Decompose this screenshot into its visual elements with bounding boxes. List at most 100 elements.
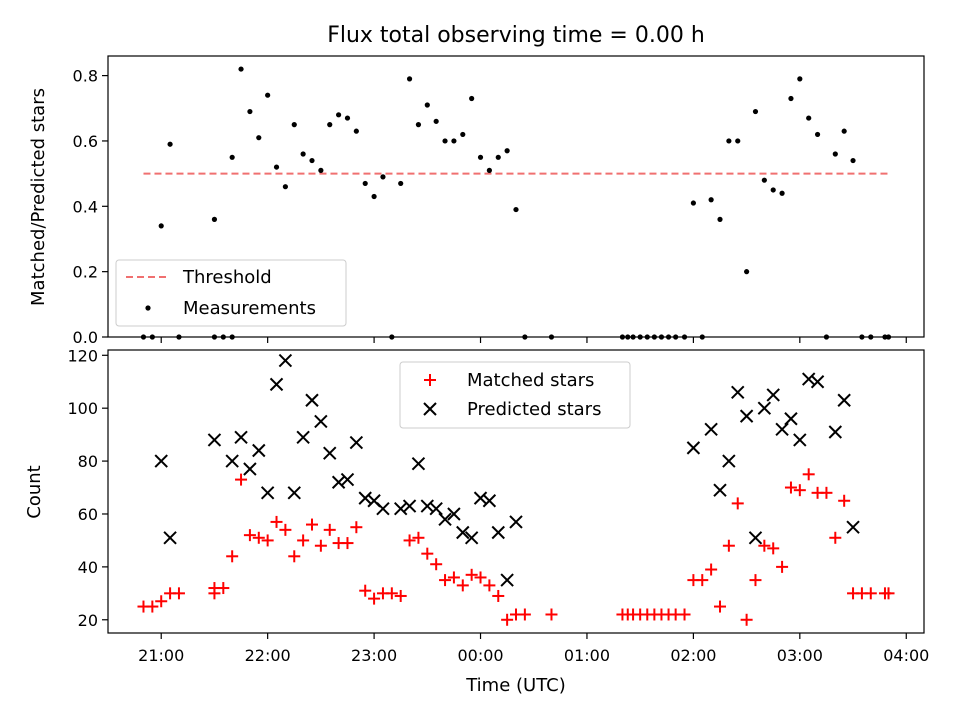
measurement-point [336, 112, 342, 118]
predicted-star-point [810, 375, 825, 389]
matched-star-point [270, 515, 283, 528]
measurement-point [238, 66, 244, 72]
measurement-point [229, 334, 235, 340]
matched-star-point [412, 531, 425, 544]
measurement-point [868, 334, 874, 340]
x-tick-label: 01:00 [564, 646, 610, 665]
matched-star-point [829, 531, 842, 544]
matched-star-point [279, 523, 292, 536]
measurement-point [823, 334, 830, 340]
measurement-point [699, 334, 705, 340]
bottom-y-tick-label: 20 [78, 611, 98, 630]
predicted-star-point [207, 433, 222, 447]
matched-star-point [252, 531, 265, 544]
matched-star-point [155, 595, 168, 608]
measurement-point [486, 167, 492, 173]
measurement-point [814, 131, 821, 138]
measurement-point [885, 334, 892, 340]
matched-star-point [518, 608, 531, 621]
predicted-star-point [402, 499, 417, 513]
measurement-point [318, 167, 324, 173]
matched-star-point [359, 584, 372, 597]
measurement-point [637, 334, 643, 340]
predicted-star-point [234, 430, 248, 444]
bottom-panel: 20 40 60 80 100 120 21:00 22:00 23:00 00:00 01:00… [24, 346, 929, 696]
matched-star-point [172, 587, 185, 600]
measurement-point [433, 118, 439, 124]
measurement-point [149, 334, 155, 340]
measurement-point [859, 334, 865, 340]
measurement-point [247, 108, 253, 115]
matched-star-point [864, 587, 877, 600]
predicted-star-point [438, 512, 452, 526]
measurement-point [291, 122, 297, 128]
matched-star-point [421, 547, 434, 560]
predicted-star-point [456, 525, 470, 540]
x-tick-label: 21:00 [138, 646, 184, 665]
measurement-point [761, 177, 767, 183]
predicted-star-point [420, 499, 435, 513]
matched-star-point [447, 571, 460, 584]
measurement-point [651, 334, 657, 340]
predicted-star-point [393, 501, 408, 516]
matched-star-point [793, 484, 806, 497]
measurement-point [644, 334, 650, 340]
predicted-star-point [739, 409, 754, 423]
measurement-point [371, 193, 377, 200]
measurement-point [832, 151, 838, 157]
bottom-y-ticks: 20 40 60 80 100 120 [67, 346, 108, 630]
measurement-point [300, 151, 306, 157]
measurements-legend-label: Measurements [183, 298, 316, 319]
matched-star-point [731, 497, 744, 510]
measurement-point [477, 154, 484, 160]
matched-star-point [217, 582, 230, 595]
measurement-point [619, 334, 626, 340]
predicted-star-point [331, 475, 346, 489]
matched-star-point [722, 539, 735, 552]
measurement-point [265, 92, 271, 98]
measurement-point [220, 334, 226, 340]
x-tick-label: 02:00 [670, 646, 716, 665]
measurement-point [779, 190, 785, 196]
predicted-legend-swatch [423, 402, 437, 416]
matched-star-point [696, 574, 709, 587]
matched-star-point [776, 560, 789, 573]
measurement-point [229, 154, 235, 160]
predicted-star-point [260, 486, 275, 500]
top-marks [140, 66, 892, 340]
predicted-star-point [296, 430, 310, 444]
matched-star-point [226, 550, 239, 563]
measurement-point [415, 122, 422, 128]
measurement-point [362, 180, 368, 187]
measurement-point [735, 138, 741, 144]
x-tick-label: 22:00 [245, 646, 291, 665]
measurement-point [282, 184, 288, 190]
bottom-marks [137, 353, 895, 626]
measurement-point [673, 334, 679, 340]
measurement-point [850, 157, 856, 164]
measurement-point [708, 197, 714, 203]
predicted-star-point [801, 372, 816, 386]
predicted-star-point [447, 507, 461, 521]
matched-star-point [492, 589, 505, 602]
measurement-point [353, 128, 359, 134]
measurement-point [389, 334, 395, 340]
top-panel: 0.00.20.40.60.8 Matched/Predicted stars … [28, 55, 925, 347]
measurement-point [176, 334, 182, 340]
measurement-point [770, 187, 776, 193]
measurement-point [495, 154, 501, 160]
measurement-point [451, 138, 457, 144]
matched-star-point [784, 481, 797, 494]
bottom-y-tick-label: 100 [67, 399, 98, 418]
predicted-star-point [340, 472, 355, 487]
predicted-star-point [278, 353, 293, 368]
measurement-point [841, 128, 847, 134]
matched-star-point [350, 521, 363, 534]
x-tick-label: 23:00 [351, 646, 397, 665]
predicted-star-point [775, 422, 789, 437]
matched-star-point [243, 529, 256, 542]
measurement-point [460, 131, 466, 138]
measurement-point [424, 102, 430, 108]
matched-star-point [758, 539, 771, 552]
measurement-point [327, 122, 333, 128]
